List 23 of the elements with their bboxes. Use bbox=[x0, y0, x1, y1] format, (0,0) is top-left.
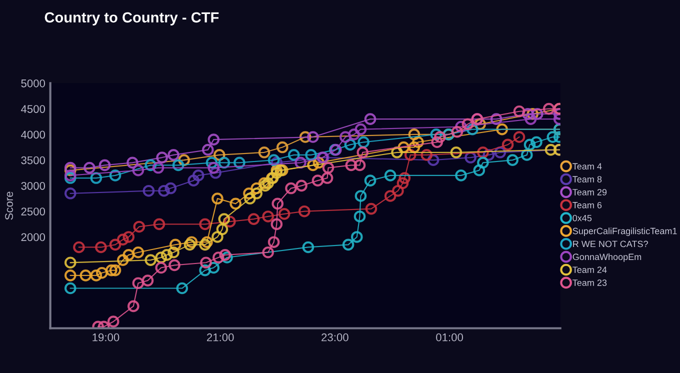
x-tick-label: 21:00 bbox=[206, 333, 234, 342]
legend-label: R WE NOT CATS? bbox=[573, 240, 648, 248]
y-tick-label: 2000 bbox=[21, 233, 46, 242]
legend-label: 0x45 bbox=[572, 214, 592, 222]
x-tick-label: 23:00 bbox=[322, 333, 348, 342]
y-tick-label: 4500 bbox=[21, 105, 46, 113]
legend-label: Team 4 bbox=[572, 163, 602, 170]
y-tick-label: 4000 bbox=[21, 130, 46, 139]
chart-title: Country to Country - CTF bbox=[44, 12, 219, 26]
legend-label: GonnaWhoopEm bbox=[572, 253, 642, 262]
legend-label: SuperCaliFragilisticTeam1 bbox=[572, 228, 677, 236]
y-tick-label: 5000 bbox=[21, 79, 46, 88]
legend-label: Team 23 bbox=[572, 280, 607, 286]
y-tick-label: 2500 bbox=[21, 208, 46, 216]
legend-label: Team 8 bbox=[572, 176, 602, 182]
legend-label: Team 24 bbox=[572, 266, 607, 273]
y-tick-label: 3500 bbox=[21, 156, 46, 164]
legend-label: Team 29 bbox=[572, 189, 607, 196]
legend-label: Team 6 bbox=[572, 202, 602, 208]
y-tick-label: 3000 bbox=[21, 182, 46, 190]
x-tick-label: 19:00 bbox=[92, 333, 120, 342]
x-tick-label: 01:00 bbox=[436, 333, 464, 342]
y-axis-title: Score bbox=[5, 192, 13, 220]
